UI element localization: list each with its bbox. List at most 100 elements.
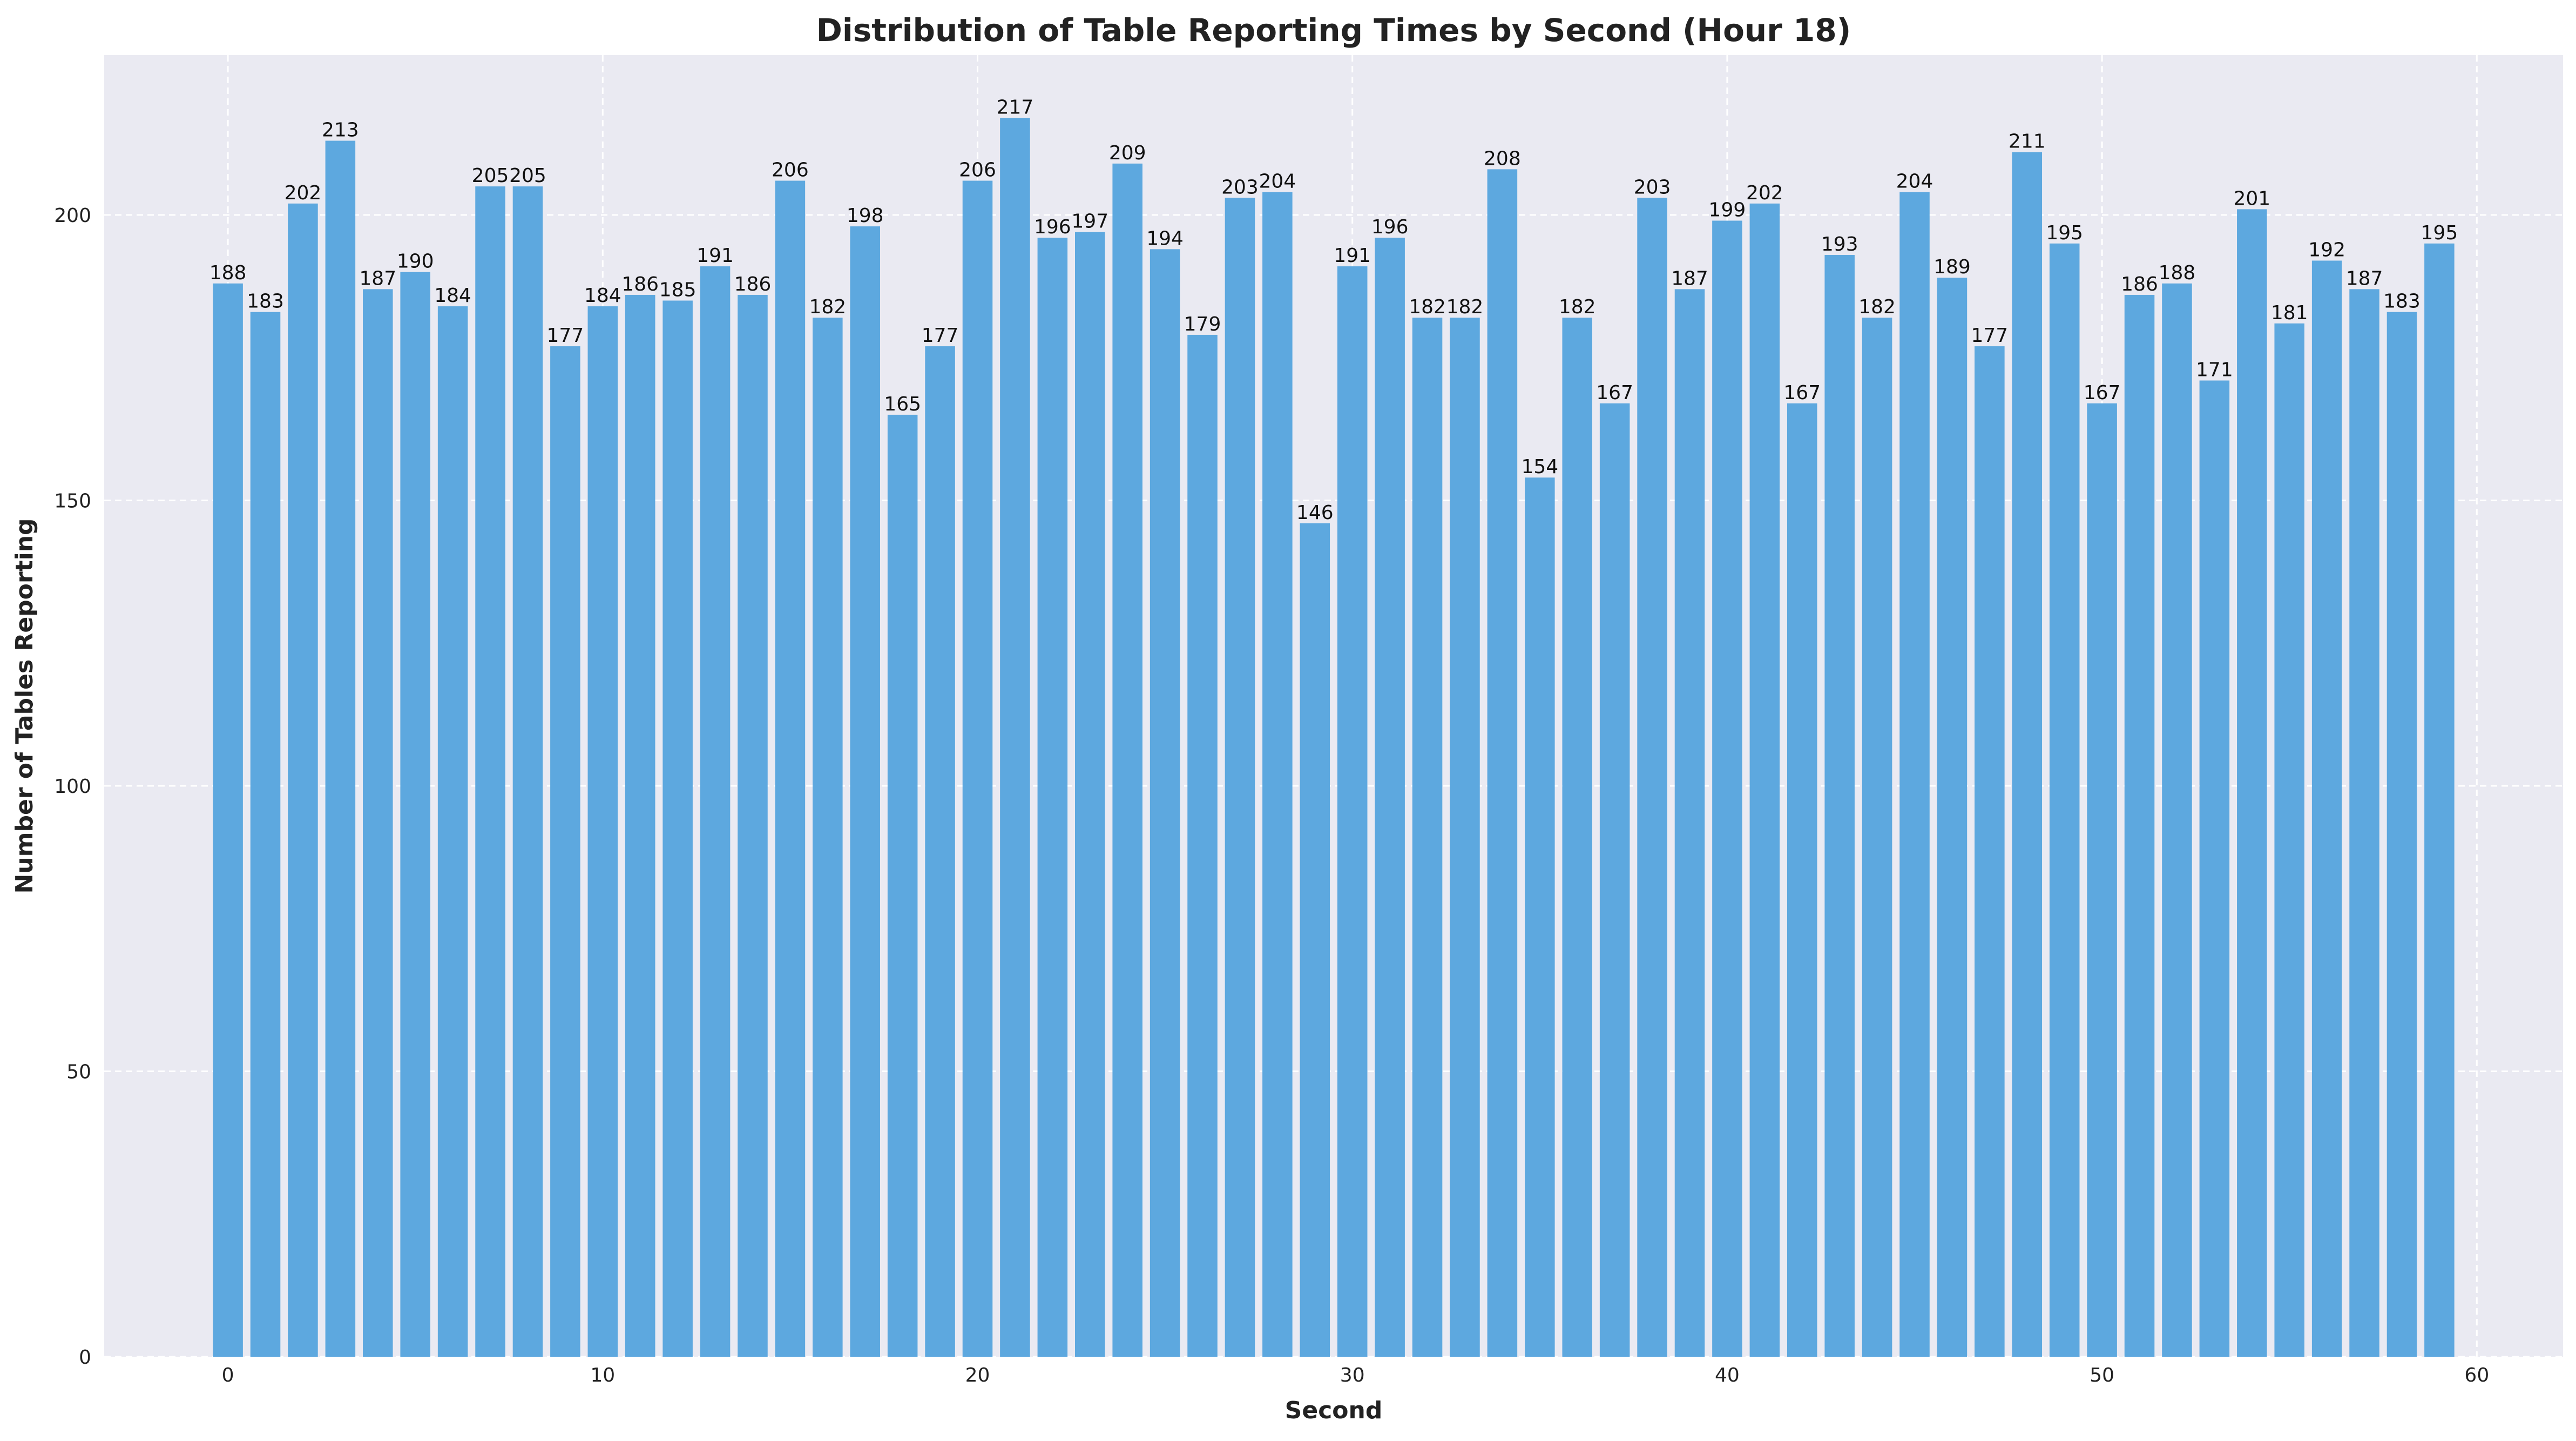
x-tick-label: 0 [222, 1364, 234, 1386]
bar-value-label: 184 [584, 285, 621, 307]
bar-value-label: 213 [322, 119, 359, 142]
bar-value-label: 187 [1671, 267, 1708, 289]
bar-value-label: 204 [1896, 171, 1933, 193]
bar-value-label: 211 [2009, 131, 2046, 153]
bar [1225, 198, 1255, 1357]
bar-value-label: 205 [472, 165, 509, 187]
bar [325, 140, 356, 1357]
bar-value-label: 179 [1184, 313, 1221, 335]
bar [1487, 169, 1518, 1357]
bar-value-label: 203 [1634, 176, 1671, 198]
bar [1862, 318, 1892, 1357]
bar-value-label: 184 [434, 285, 471, 307]
bar-value-label: 193 [1821, 233, 1858, 255]
bar [738, 294, 768, 1357]
bar [2199, 380, 2230, 1357]
bar-value-label: 192 [2308, 239, 2345, 261]
bar-value-label: 206 [959, 159, 996, 181]
bar-value-label: 201 [2233, 187, 2270, 210]
bar-value-label: 182 [1559, 296, 1596, 318]
bar-value-label: 208 [1484, 147, 1521, 170]
bar [1899, 192, 1930, 1357]
bar [1937, 278, 1968, 1357]
bar-value-label: 188 [2159, 262, 2196, 284]
bar [2274, 323, 2304, 1357]
bar [1412, 318, 1443, 1357]
bar [700, 266, 731, 1357]
bar [1187, 334, 1218, 1357]
bar-value-label: 190 [397, 251, 434, 273]
bar-value-label: 191 [1334, 245, 1371, 267]
bar [887, 414, 918, 1357]
bar-value-label: 167 [2084, 382, 2121, 404]
bar [662, 300, 693, 1357]
bar [1450, 318, 1480, 1357]
bar [1562, 318, 1593, 1357]
y-tick-label: 100 [54, 776, 91, 798]
bar [213, 283, 243, 1357]
bar [1262, 192, 1293, 1357]
bar [1824, 254, 1855, 1357]
bar-value-label: 182 [1858, 296, 1896, 318]
bar-value-label: 209 [1109, 142, 1146, 164]
bar [2424, 243, 2455, 1357]
bar-value-label: 167 [1783, 382, 1821, 404]
bar [1674, 289, 1705, 1357]
bar [850, 226, 881, 1357]
bar [2311, 260, 2342, 1357]
bar-value-label: 195 [2046, 222, 2083, 244]
bar-value-label: 204 [1259, 171, 1296, 193]
bar-value-label: 182 [809, 296, 846, 318]
y-axis-ticks: 0 50 100 150 200 [54, 205, 91, 1369]
bar [437, 306, 468, 1357]
bar [288, 203, 318, 1357]
bar-value-label: 217 [997, 96, 1034, 118]
bar [2087, 403, 2117, 1357]
bar [1637, 198, 1667, 1357]
bars [213, 118, 2455, 1357]
bar [1375, 238, 1405, 1357]
bar [550, 346, 580, 1357]
bar [1712, 220, 1742, 1357]
bar-value-label: 183 [247, 291, 284, 313]
bar-value-label: 194 [1146, 227, 1184, 250]
y-tick-label: 50 [66, 1061, 91, 1083]
bar [1112, 163, 1142, 1357]
bar [1150, 249, 1180, 1357]
bar-value-label: 203 [1221, 176, 1259, 198]
x-axis-ticks: 0 10 20 30 40 50 60 [222, 1364, 2490, 1386]
bar-value-label: 205 [509, 165, 546, 187]
bar [250, 312, 281, 1357]
bar-value-label: 167 [1596, 382, 1633, 404]
bar-value-label: 177 [547, 325, 584, 347]
bar [2124, 294, 2155, 1357]
bar-value-label: 186 [621, 273, 659, 295]
bar [587, 306, 618, 1357]
bar [925, 346, 955, 1357]
bar-value-label: 202 [285, 182, 322, 204]
bar [1000, 118, 1030, 1357]
bar-value-label: 199 [1709, 199, 1746, 221]
y-tick-label: 200 [54, 205, 91, 227]
y-tick-label: 150 [54, 490, 91, 512]
bar-value-label: 191 [697, 245, 734, 267]
bar-value-label: 196 [1371, 216, 1409, 238]
x-tick-label: 10 [590, 1364, 615, 1386]
bar-value-label: 185 [659, 279, 697, 301]
bar [475, 186, 505, 1357]
bar [1074, 232, 1105, 1357]
bar-value-label: 189 [1933, 256, 1971, 278]
y-axis-label: Number of Tables Reporting [11, 518, 38, 893]
bar [1749, 203, 1780, 1357]
bar [2237, 209, 2267, 1357]
bar-value-label: 187 [359, 267, 396, 289]
bar [1037, 238, 1068, 1357]
bar-value-label: 181 [2271, 302, 2308, 324]
bar-value-label: 165 [884, 393, 921, 415]
bar [363, 289, 393, 1357]
x-tick-label: 50 [2090, 1364, 2114, 1386]
bar-value-label: 187 [2346, 267, 2383, 289]
x-axis-label: Second [1285, 1397, 1383, 1424]
bar [2162, 283, 2192, 1357]
